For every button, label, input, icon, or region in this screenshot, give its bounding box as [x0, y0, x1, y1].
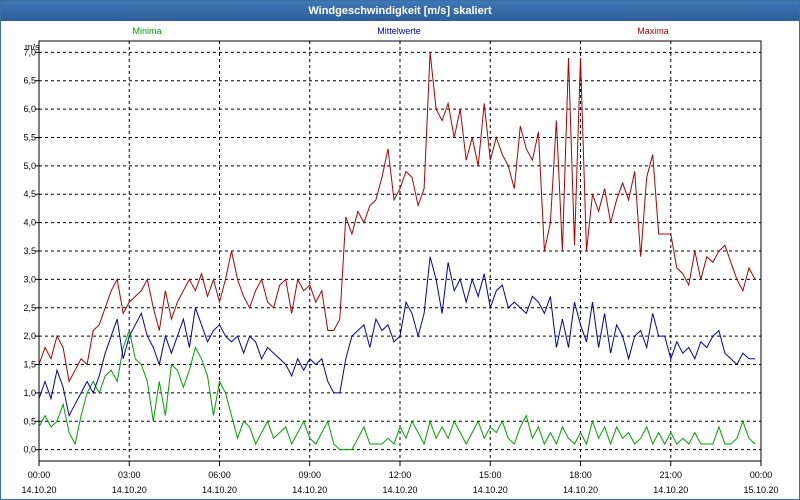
y-axis-ticks: 0,0 0,5 1,0 1,5 2,0 2,5 3,0 3,5 4,0 4,5 5,0 5,5 6,0 6… [23, 47, 39, 455]
x-tick-time: 06:00 [208, 470, 231, 480]
legend-mittelwerte: Mittelwerte [377, 26, 421, 36]
x-tick-date: 14.10.20 [112, 485, 147, 495]
x-axis-ticks: 00:00 14.10.20 03:00 14.10.20 06:00 14.10.20 0… [21, 461, 779, 495]
y-axis-label: m/s [25, 42, 40, 52]
x-tick-date: 14.10.20 [653, 485, 688, 495]
y-tick-label: 6,5 [23, 76, 36, 86]
legend-maxima: Maxima [637, 26, 669, 36]
series-line-minima [38, 328, 756, 451]
y-tick-label: 0,0 [23, 445, 36, 455]
x-tick-time: 03:00 [118, 470, 141, 480]
x-tick-time: 09:00 [298, 470, 321, 480]
series-lines [38, 52, 756, 451]
series-line-maxima [38, 52, 756, 384]
x-tick-date: 14.10.20 [292, 485, 327, 495]
y-tick-label: 0,5 [23, 416, 36, 426]
x-tick-time: 12:00 [389, 470, 412, 480]
y-tick-label: 6,0 [23, 104, 36, 114]
x-tick-date: 14.10.20 [382, 485, 417, 495]
y-tick-label: 3,5 [23, 246, 36, 256]
y-tick-label: 1,5 [23, 360, 36, 370]
gridlines [39, 41, 761, 461]
y-tick-label: 2,5 [23, 303, 36, 313]
y-tick-label: 3,0 [23, 274, 36, 284]
y-tick-label: 7,0 [23, 47, 36, 57]
x-tick-time: 21:00 [659, 470, 682, 480]
x-tick-time: 15:00 [479, 470, 502, 480]
y-tick-label: 5,5 [23, 132, 36, 142]
series-line-mittelwerte [38, 256, 755, 418]
x-tick-date: 14.10.20 [202, 485, 237, 495]
x-tick-date: 14.10.20 [21, 485, 56, 495]
y-tick-label: 4,0 [23, 218, 36, 228]
legend-minima: Minima [132, 26, 161, 36]
x-tick-date: 14.10.20 [563, 485, 598, 495]
x-tick-time: 00:00 [28, 470, 51, 480]
x-tick-date: 14.10.20 [473, 485, 508, 495]
y-tick-label: 1,0 [23, 388, 36, 398]
y-tick-label: 5,0 [23, 161, 36, 171]
x-tick-date: 15.10.20 [743, 485, 778, 495]
window-title: Windgeschwindigkeit [m/s] skaliert [1, 1, 799, 21]
x-tick-time: 00:00 [750, 470, 773, 480]
y-tick-label: 2,0 [23, 331, 36, 341]
y-tick-label: 4,5 [23, 189, 36, 199]
x-tick-time: 18:00 [569, 470, 592, 480]
